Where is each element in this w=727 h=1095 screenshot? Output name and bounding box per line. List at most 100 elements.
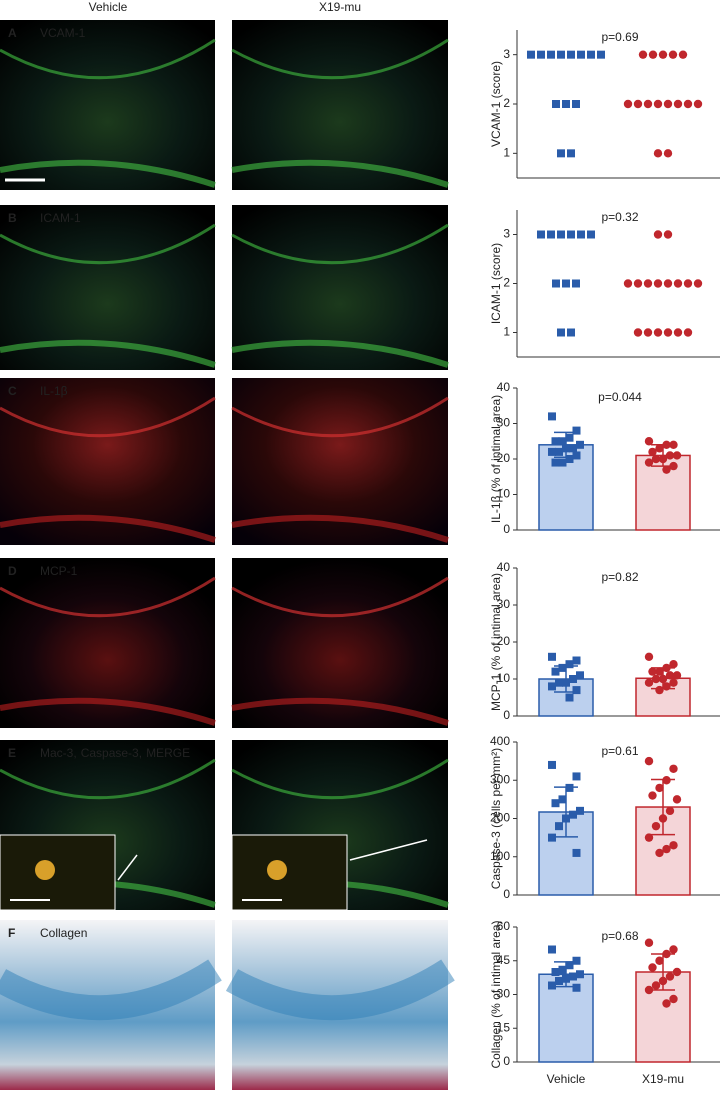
data-point xyxy=(548,833,556,842)
data-point xyxy=(665,451,675,460)
data-point xyxy=(672,451,682,460)
data-point xyxy=(572,656,581,665)
data-point xyxy=(548,760,556,769)
data-point xyxy=(669,678,678,687)
y-tick-label: 0 xyxy=(503,887,510,901)
data-point xyxy=(693,279,703,288)
data-point xyxy=(565,783,574,792)
data-point xyxy=(552,100,560,108)
y-tick-label: 1 xyxy=(503,146,510,160)
tissue-band xyxy=(231,576,449,618)
panel-letter: F xyxy=(8,926,15,940)
y-tick-label: 45 xyxy=(497,953,511,967)
panel-letter: B xyxy=(8,211,17,225)
data-point xyxy=(576,806,584,815)
data-point xyxy=(572,100,580,108)
data-point xyxy=(557,149,565,158)
bar xyxy=(538,973,594,1063)
tissue-band xyxy=(0,223,216,265)
tissue-band xyxy=(231,396,449,438)
data-point xyxy=(644,756,654,766)
data-point xyxy=(551,437,560,446)
data-point xyxy=(683,328,693,337)
data-point xyxy=(576,970,584,979)
data-point xyxy=(551,799,560,808)
data-point xyxy=(565,660,574,669)
data-point xyxy=(662,440,671,449)
data-point xyxy=(662,663,671,673)
data-point xyxy=(651,981,661,990)
data-point xyxy=(548,981,556,990)
p-value: p=0.69 xyxy=(601,30,638,44)
y-tick-label: 2 xyxy=(503,96,510,110)
data-point xyxy=(562,974,570,983)
data-point xyxy=(653,279,663,288)
data-point xyxy=(669,660,678,669)
data-point xyxy=(669,994,678,1004)
stain-label: Collagen xyxy=(40,926,87,940)
data-point xyxy=(658,976,668,986)
data-point xyxy=(662,465,671,474)
y-tick-label: 15 xyxy=(497,1020,511,1034)
data-point xyxy=(653,230,663,239)
data-point xyxy=(669,945,678,954)
data-point xyxy=(572,772,581,781)
data-point xyxy=(572,451,581,460)
data-point xyxy=(653,328,663,337)
data-point xyxy=(678,50,688,59)
y-axis-label: MCP-1 (% of intimal area) xyxy=(489,573,503,711)
data-point xyxy=(662,999,671,1008)
data-point xyxy=(558,663,567,672)
stain-label: Caspase-3, xyxy=(81,746,142,760)
stain-label: IL-1β xyxy=(40,384,68,398)
y-tick-label: 30 xyxy=(497,987,511,1001)
data-point xyxy=(669,841,678,850)
tissue-band xyxy=(0,576,216,618)
data-point xyxy=(572,426,581,435)
panel-letter: D xyxy=(8,564,17,578)
data-point xyxy=(537,50,545,59)
tissue-band xyxy=(231,514,449,543)
tissue-band xyxy=(0,514,216,543)
y-tick-label: 3 xyxy=(503,227,510,241)
data-point xyxy=(572,279,580,288)
data-point xyxy=(655,783,664,793)
data-point xyxy=(597,50,605,59)
p-value: p=0.82 xyxy=(601,570,638,584)
data-point xyxy=(662,844,671,854)
data-point xyxy=(662,776,671,785)
x-tick-label: X19-mu xyxy=(642,1072,684,1086)
data-point xyxy=(655,848,664,858)
data-point xyxy=(551,667,560,676)
tissue-band xyxy=(231,697,449,726)
stain-label: VCAM-1 xyxy=(40,26,86,40)
data-point xyxy=(662,949,671,959)
data-point xyxy=(663,99,673,109)
y-tick-label: 0 xyxy=(503,522,510,536)
inset xyxy=(0,834,116,911)
data-point xyxy=(644,985,654,995)
data-point xyxy=(537,230,545,239)
y-tick-label: 100 xyxy=(490,849,510,863)
data-point xyxy=(565,693,574,702)
data-point xyxy=(562,444,570,453)
data-point xyxy=(683,279,693,288)
y-tick-label: 20 xyxy=(497,451,511,465)
data-point xyxy=(569,444,577,453)
data-point xyxy=(548,652,556,661)
tissue-band xyxy=(231,38,449,80)
data-point xyxy=(557,328,565,337)
data-point xyxy=(643,328,653,337)
data-point xyxy=(577,230,585,239)
data-point xyxy=(562,100,570,108)
tissue-band xyxy=(0,758,216,800)
data-point xyxy=(673,99,683,109)
data-point xyxy=(655,444,664,453)
data-point xyxy=(653,99,663,109)
data-point xyxy=(683,99,693,109)
data-point xyxy=(648,50,658,59)
tissue-band xyxy=(0,159,216,188)
y-tick-label: 30 xyxy=(497,416,511,430)
data-point xyxy=(572,983,581,992)
